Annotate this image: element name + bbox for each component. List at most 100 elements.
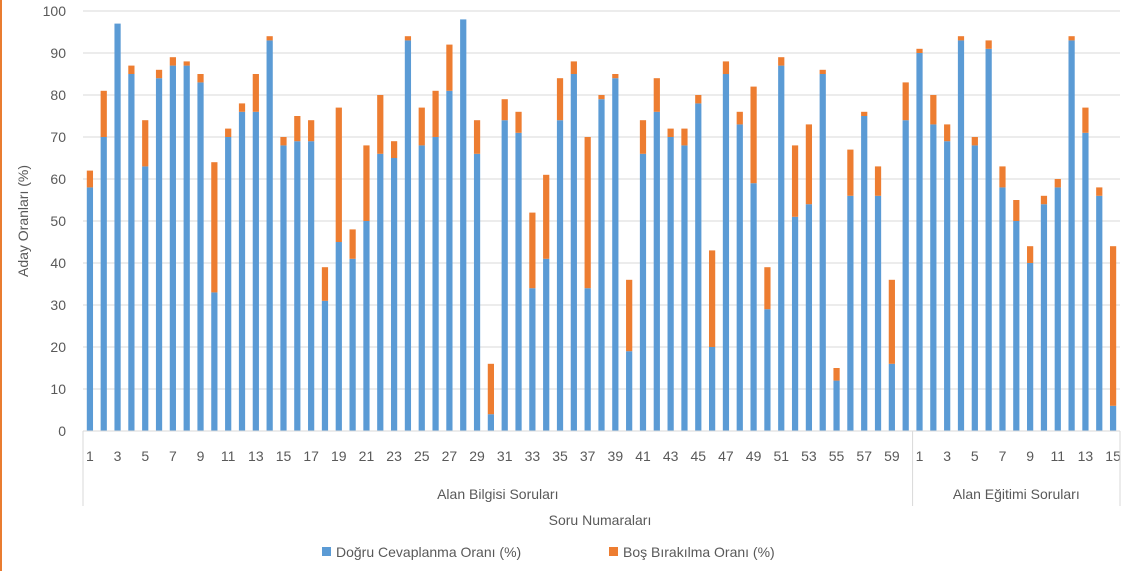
bar-bos xyxy=(639,120,647,154)
x-tick-label: 25 xyxy=(414,448,430,464)
bar-dogru xyxy=(183,65,190,431)
group-label: Alan Eğitimi Soruları xyxy=(953,486,1080,502)
y-tick-label: 50 xyxy=(50,213,66,229)
bar-bos xyxy=(211,162,218,293)
bar-dogru xyxy=(584,288,591,431)
bar-bos xyxy=(999,166,1006,188)
legend-label: Doğru Cevaplanma Oranı (%) xyxy=(336,544,521,560)
x-tick-label: 57 xyxy=(856,448,872,464)
bar-dogru xyxy=(377,153,384,432)
bar-dogru xyxy=(916,53,923,431)
bar-dogru xyxy=(833,380,840,431)
bar-bos xyxy=(238,103,246,112)
bar-bos xyxy=(750,86,757,184)
bar-bos xyxy=(722,61,730,74)
bar-bos xyxy=(861,111,868,116)
bar-bos xyxy=(197,74,204,83)
bar-bos xyxy=(515,111,522,133)
bar-dogru xyxy=(736,124,743,432)
x-tick-label: 7 xyxy=(999,448,1007,464)
y-tick-label: 40 xyxy=(50,255,66,271)
bar-dogru xyxy=(1109,405,1117,431)
bar-dogru xyxy=(709,347,716,431)
x-tick-label: 13 xyxy=(1078,448,1094,464)
bar-dogru xyxy=(639,153,647,432)
x-tick-label: 51 xyxy=(773,448,789,464)
x-tick-label: 47 xyxy=(718,448,734,464)
bar-bos xyxy=(155,69,163,79)
bar-dogru xyxy=(390,158,398,431)
bar-bos xyxy=(916,48,923,53)
bar-bos xyxy=(819,69,826,74)
bar-dogru xyxy=(750,183,757,431)
bar-bos xyxy=(169,57,176,66)
bar-dogru xyxy=(874,195,882,431)
x-tick-label: 39 xyxy=(608,448,624,464)
bar-bos xyxy=(764,267,771,310)
bar-dogru xyxy=(667,137,674,431)
bar-bos xyxy=(335,107,342,242)
legend: Doğru Cevaplanma Oranı (%) Boş Bırakılma … xyxy=(322,544,775,560)
bar-bos xyxy=(570,61,577,74)
bar-dogru xyxy=(695,103,702,432)
bar-bos xyxy=(847,149,854,196)
bar-dogru xyxy=(335,242,342,431)
bar-dogru xyxy=(722,74,730,431)
bar-dogru xyxy=(778,65,785,431)
y-tick-label: 90 xyxy=(50,45,66,61)
legend-label: Boş Bırakılma Oranı (%) xyxy=(623,544,775,560)
bar-bos xyxy=(874,166,882,196)
bar-bos xyxy=(944,124,951,142)
x-tick-label: 37 xyxy=(580,448,596,464)
bar-dogru xyxy=(805,204,813,431)
x-tick-label: 55 xyxy=(829,448,845,464)
x-tick-label: 5 xyxy=(971,448,979,464)
bar-dogru xyxy=(944,141,951,431)
bar-bos xyxy=(446,44,453,91)
x-tick-label: 9 xyxy=(197,448,205,464)
bar-bos xyxy=(377,95,384,154)
bar-bos xyxy=(501,99,508,121)
bar-dogru xyxy=(432,137,439,431)
bar-dogru xyxy=(1082,132,1089,432)
x-tick-label: 45 xyxy=(690,448,706,464)
bar-bos xyxy=(833,368,840,381)
bar-dogru xyxy=(473,153,481,432)
bar-bos xyxy=(1068,36,1075,41)
bar-bos xyxy=(86,170,94,188)
bar-dogru xyxy=(971,145,978,431)
x-tick-label: 1 xyxy=(86,448,94,464)
bar-bos xyxy=(128,65,135,74)
bar-dogru xyxy=(847,195,854,431)
x-tick-label: 35 xyxy=(552,448,568,464)
bar-dogru xyxy=(985,48,992,432)
bar-bos xyxy=(363,145,370,221)
bar-dogru xyxy=(266,40,273,432)
bar-dogru xyxy=(1054,187,1061,431)
x-tick-label: 17 xyxy=(303,448,319,464)
bar-bos xyxy=(252,74,259,112)
y-axis-title: Aday Oranları (%) xyxy=(15,165,31,277)
bar-bos xyxy=(612,74,619,79)
bar-bos xyxy=(1082,107,1089,133)
bar-bos xyxy=(404,36,412,41)
bar-bos xyxy=(957,36,965,41)
bar-bos xyxy=(487,363,494,415)
bar-dogru xyxy=(1096,195,1103,431)
bar-bos xyxy=(930,95,937,125)
bar-dogru xyxy=(819,74,826,431)
bar-dogru xyxy=(294,141,301,431)
bar-dogru xyxy=(487,414,494,431)
bar-dogru xyxy=(211,292,218,431)
x-tick-label: 49 xyxy=(746,448,762,464)
bar-bos xyxy=(598,95,605,100)
bar-dogru xyxy=(598,99,605,431)
bar-bos xyxy=(349,229,356,259)
y-tick-label: 10 xyxy=(50,381,66,397)
bar-dogru xyxy=(197,82,204,432)
bar-dogru xyxy=(1040,204,1048,431)
bar-bos xyxy=(308,120,315,142)
x-tick-label: 27 xyxy=(442,448,458,464)
bar-dogru xyxy=(501,120,508,431)
